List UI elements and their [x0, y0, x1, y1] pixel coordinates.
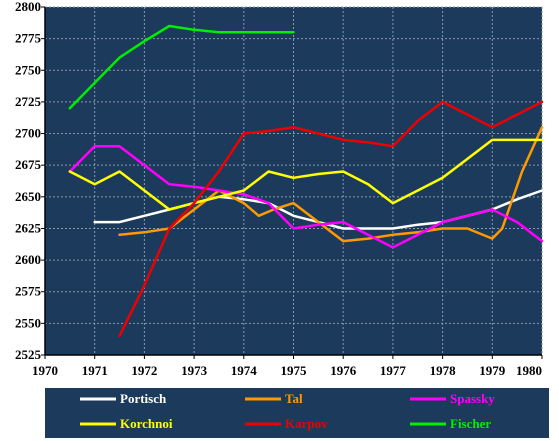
axes: [41, 6, 543, 359]
x-tick-label: 1973: [181, 363, 208, 378]
y-tick-label: 2650: [15, 189, 41, 204]
y-tick-label: 2675: [15, 157, 42, 172]
y-tick-label: 2625: [15, 220, 42, 235]
grid-lines: [45, 6, 543, 355]
y-tick-label: 2700: [15, 126, 41, 141]
y-tick-label: 2725: [15, 94, 42, 109]
series-line-korchnoi: [68, 138, 544, 211]
legend-box: [45, 388, 549, 438]
y-tick-label: 2525: [15, 347, 42, 362]
legend-label-karpov: Karpov: [285, 416, 328, 431]
x-tick-label: 1974: [231, 363, 258, 378]
legend-label-tal: Tal: [285, 391, 303, 406]
x-tick-label: 1970: [32, 363, 58, 378]
legend-label-spassky: Spassky: [450, 391, 495, 406]
x-tick-label: 1976: [330, 363, 357, 378]
series-lines: [68, 24, 544, 338]
x-tick-label: 1979: [479, 363, 506, 378]
series-line-fischer: [68, 24, 295, 110]
series-line-tal: [118, 125, 544, 243]
series-line-karpov: [118, 100, 544, 338]
y-tick-label: 2800: [15, 0, 41, 14]
y-tick-label: 2750: [15, 62, 41, 77]
x-tick-label: 1978: [430, 363, 457, 378]
x-tick-label: 1975: [281, 363, 308, 378]
legend: Portisch Tal Spassky Korchnoi Karpov Fischer: [80, 391, 495, 431]
legend-label-fischer: Fischer: [450, 416, 491, 431]
x-tick-label: 1980: [516, 363, 542, 378]
series-line-spassky: [68, 144, 544, 249]
x-tick-label: 1972: [131, 363, 157, 378]
x-tick-label: 1971: [82, 363, 108, 378]
x-tick-label: 1977: [380, 363, 407, 378]
y-tick-label: 2550: [15, 315, 41, 330]
y-tick-label: 2775: [15, 31, 42, 46]
tick-labels: 2525 2550 2575 2600 2625 2650 2675 2700 2725 2750…: [15, 0, 542, 378]
y-tick-label: 2575: [15, 284, 42, 299]
legend-label-portisch: Portisch: [120, 391, 167, 406]
legend-label-korchnoi: Korchnoi: [120, 416, 173, 431]
y-tick-label: 2600: [15, 252, 41, 267]
